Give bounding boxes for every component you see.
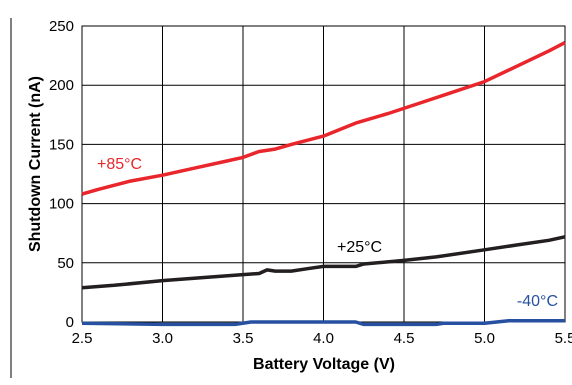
y-tick-label-2: 100 xyxy=(49,196,74,213)
x-tick-label-5: 5.0 xyxy=(474,330,495,347)
series-label-1: +25°C xyxy=(337,239,382,256)
x-axis-title: Battery Voltage (V) xyxy=(253,356,395,373)
grid xyxy=(81,25,566,323)
series-line-0 xyxy=(81,41,566,196)
x-tick-label-4: 4.5 xyxy=(394,330,415,347)
y-tick-label-5: 250 xyxy=(49,18,74,35)
y-tick-labels: 0 50 100 150 200 250 xyxy=(49,18,74,331)
series-line-2 xyxy=(81,319,565,327)
x-tick-label-3: 4.0 xyxy=(313,330,334,347)
y-tick-label-3: 150 xyxy=(49,136,74,153)
y-axis-title: Shutdown Current (nA) xyxy=(27,76,44,252)
series-line-1 xyxy=(81,235,566,290)
series-lines xyxy=(81,41,566,327)
y-tick-label-4: 200 xyxy=(49,77,74,94)
x-tick-label-6: 5.5 xyxy=(555,330,572,347)
x-tick-label-2: 3.5 xyxy=(233,330,254,347)
y-tick-label-0: 0 xyxy=(66,314,74,331)
series-labels: +85°C +25°C -40°C xyxy=(97,156,558,310)
x-tick-label-0: 2.5 xyxy=(72,330,93,347)
x-tick-label-1: 3.0 xyxy=(152,330,173,347)
x-tick-labels: 2.5 3.0 3.5 4.0 4.5 5.0 5.5 xyxy=(72,330,572,347)
series-label-2: -40°C xyxy=(517,293,558,310)
series-label-0: +85°C xyxy=(97,156,142,173)
y-tick-label-1: 50 xyxy=(57,255,74,272)
